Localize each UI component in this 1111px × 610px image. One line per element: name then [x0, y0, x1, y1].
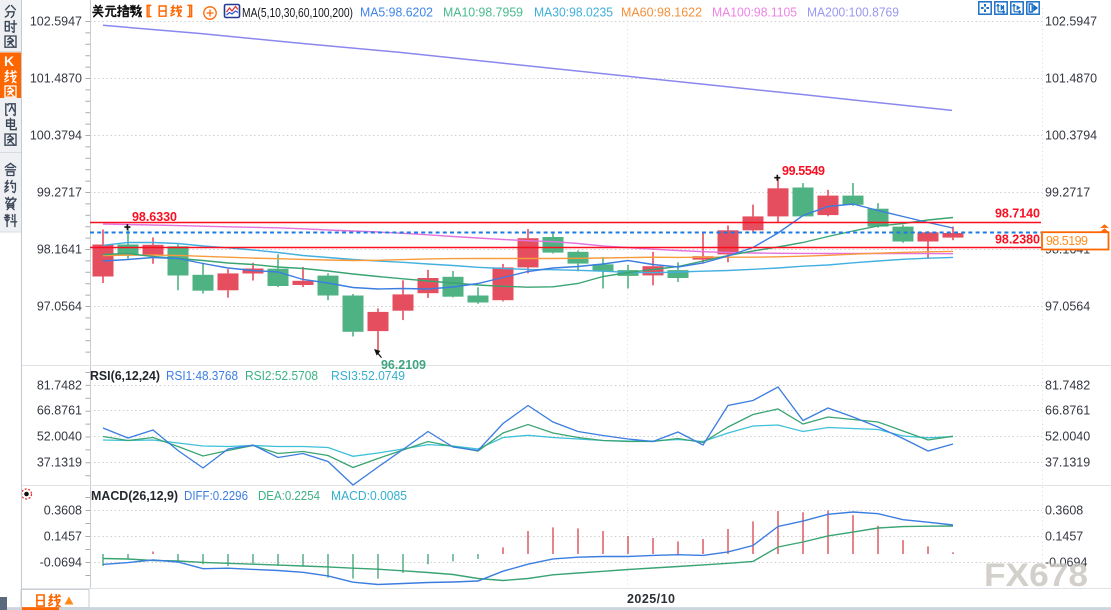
svg-text:MA30:98.0235: MA30:98.0235 — [534, 6, 613, 20]
svg-text:98.2380: 98.2380 — [995, 233, 1040, 247]
svg-text:0.3608: 0.3608 — [44, 504, 82, 518]
svg-text:96.2109: 96.2109 — [381, 358, 426, 372]
svg-text:RSI2:52.5708: RSI2:52.5708 — [245, 369, 318, 383]
svg-text:98.5199: 98.5199 — [1046, 234, 1088, 248]
svg-text:MA100:98.1105: MA100:98.1105 — [712, 6, 797, 20]
svg-text:97.0564: 97.0564 — [37, 300, 82, 314]
svg-text:37.1319: 37.1319 — [1045, 456, 1090, 470]
svg-text:66.8761: 66.8761 — [37, 404, 82, 418]
svg-text:37.1319: 37.1319 — [37, 456, 82, 470]
svg-text:52.0040: 52.0040 — [37, 430, 82, 444]
svg-text:RSI3:52.0749: RSI3:52.0749 — [331, 369, 405, 383]
svg-text:98.7140: 98.7140 — [995, 207, 1040, 221]
svg-text:101.4870: 101.4870 — [30, 72, 82, 86]
svg-text:97.0564: 97.0564 — [1045, 300, 1090, 314]
svg-text:0.3608: 0.3608 — [1045, 504, 1083, 518]
svg-text:RSI(6,12,24): RSI(6,12,24) — [90, 369, 160, 383]
svg-text:K: K — [4, 53, 14, 69]
svg-text:FX678: FX678 — [984, 557, 1088, 593]
svg-text:100.3794: 100.3794 — [1045, 129, 1097, 143]
svg-text:MACD(26,12,9): MACD(26,12,9) — [91, 489, 178, 503]
svg-text:100.3794: 100.3794 — [30, 129, 82, 143]
svg-text:-0.0694: -0.0694 — [1045, 556, 1087, 570]
svg-text:RSI1:48.3768: RSI1:48.3768 — [166, 369, 238, 383]
svg-text:MA5:98.6202: MA5:98.6202 — [360, 6, 433, 20]
svg-text:102.5947: 102.5947 — [1045, 15, 1097, 29]
svg-text:MACD:0.0085: MACD:0.0085 — [331, 489, 407, 503]
svg-text:0.1457: 0.1457 — [1045, 530, 1083, 544]
svg-text:2025/10: 2025/10 — [627, 592, 675, 606]
svg-text:0.1457: 0.1457 — [44, 530, 82, 544]
svg-text:-0.0694: -0.0694 — [40, 556, 82, 570]
svg-text:81.7482: 81.7482 — [1045, 379, 1090, 393]
svg-text:98.6330: 98.6330 — [132, 210, 177, 224]
svg-text:MA10:98.7959: MA10:98.7959 — [443, 6, 523, 20]
svg-text:DIFF:0.2296: DIFF:0.2296 — [184, 489, 248, 503]
svg-text:99.2717: 99.2717 — [37, 186, 82, 200]
svg-text:MA(5,10,30,60,100,200): MA(5,10,30,60,100,200) — [242, 6, 353, 20]
svg-text:98.1641: 98.1641 — [37, 243, 82, 257]
svg-text:81.7482: 81.7482 — [37, 379, 82, 393]
svg-text:101.4870: 101.4870 — [1045, 72, 1097, 86]
svg-text:99.2717: 99.2717 — [1045, 186, 1090, 200]
svg-text:MA60:98.1622: MA60:98.1622 — [621, 6, 702, 20]
svg-text:99.5549: 99.5549 — [782, 164, 825, 178]
svg-text:102.5947: 102.5947 — [30, 15, 82, 29]
svg-text:DEA:0.2254: DEA:0.2254 — [258, 489, 320, 503]
svg-text:MA200:100.8769: MA200:100.8769 — [807, 6, 899, 20]
svg-text:66.8761: 66.8761 — [1045, 404, 1090, 418]
svg-text:52.0040: 52.0040 — [1045, 430, 1090, 444]
